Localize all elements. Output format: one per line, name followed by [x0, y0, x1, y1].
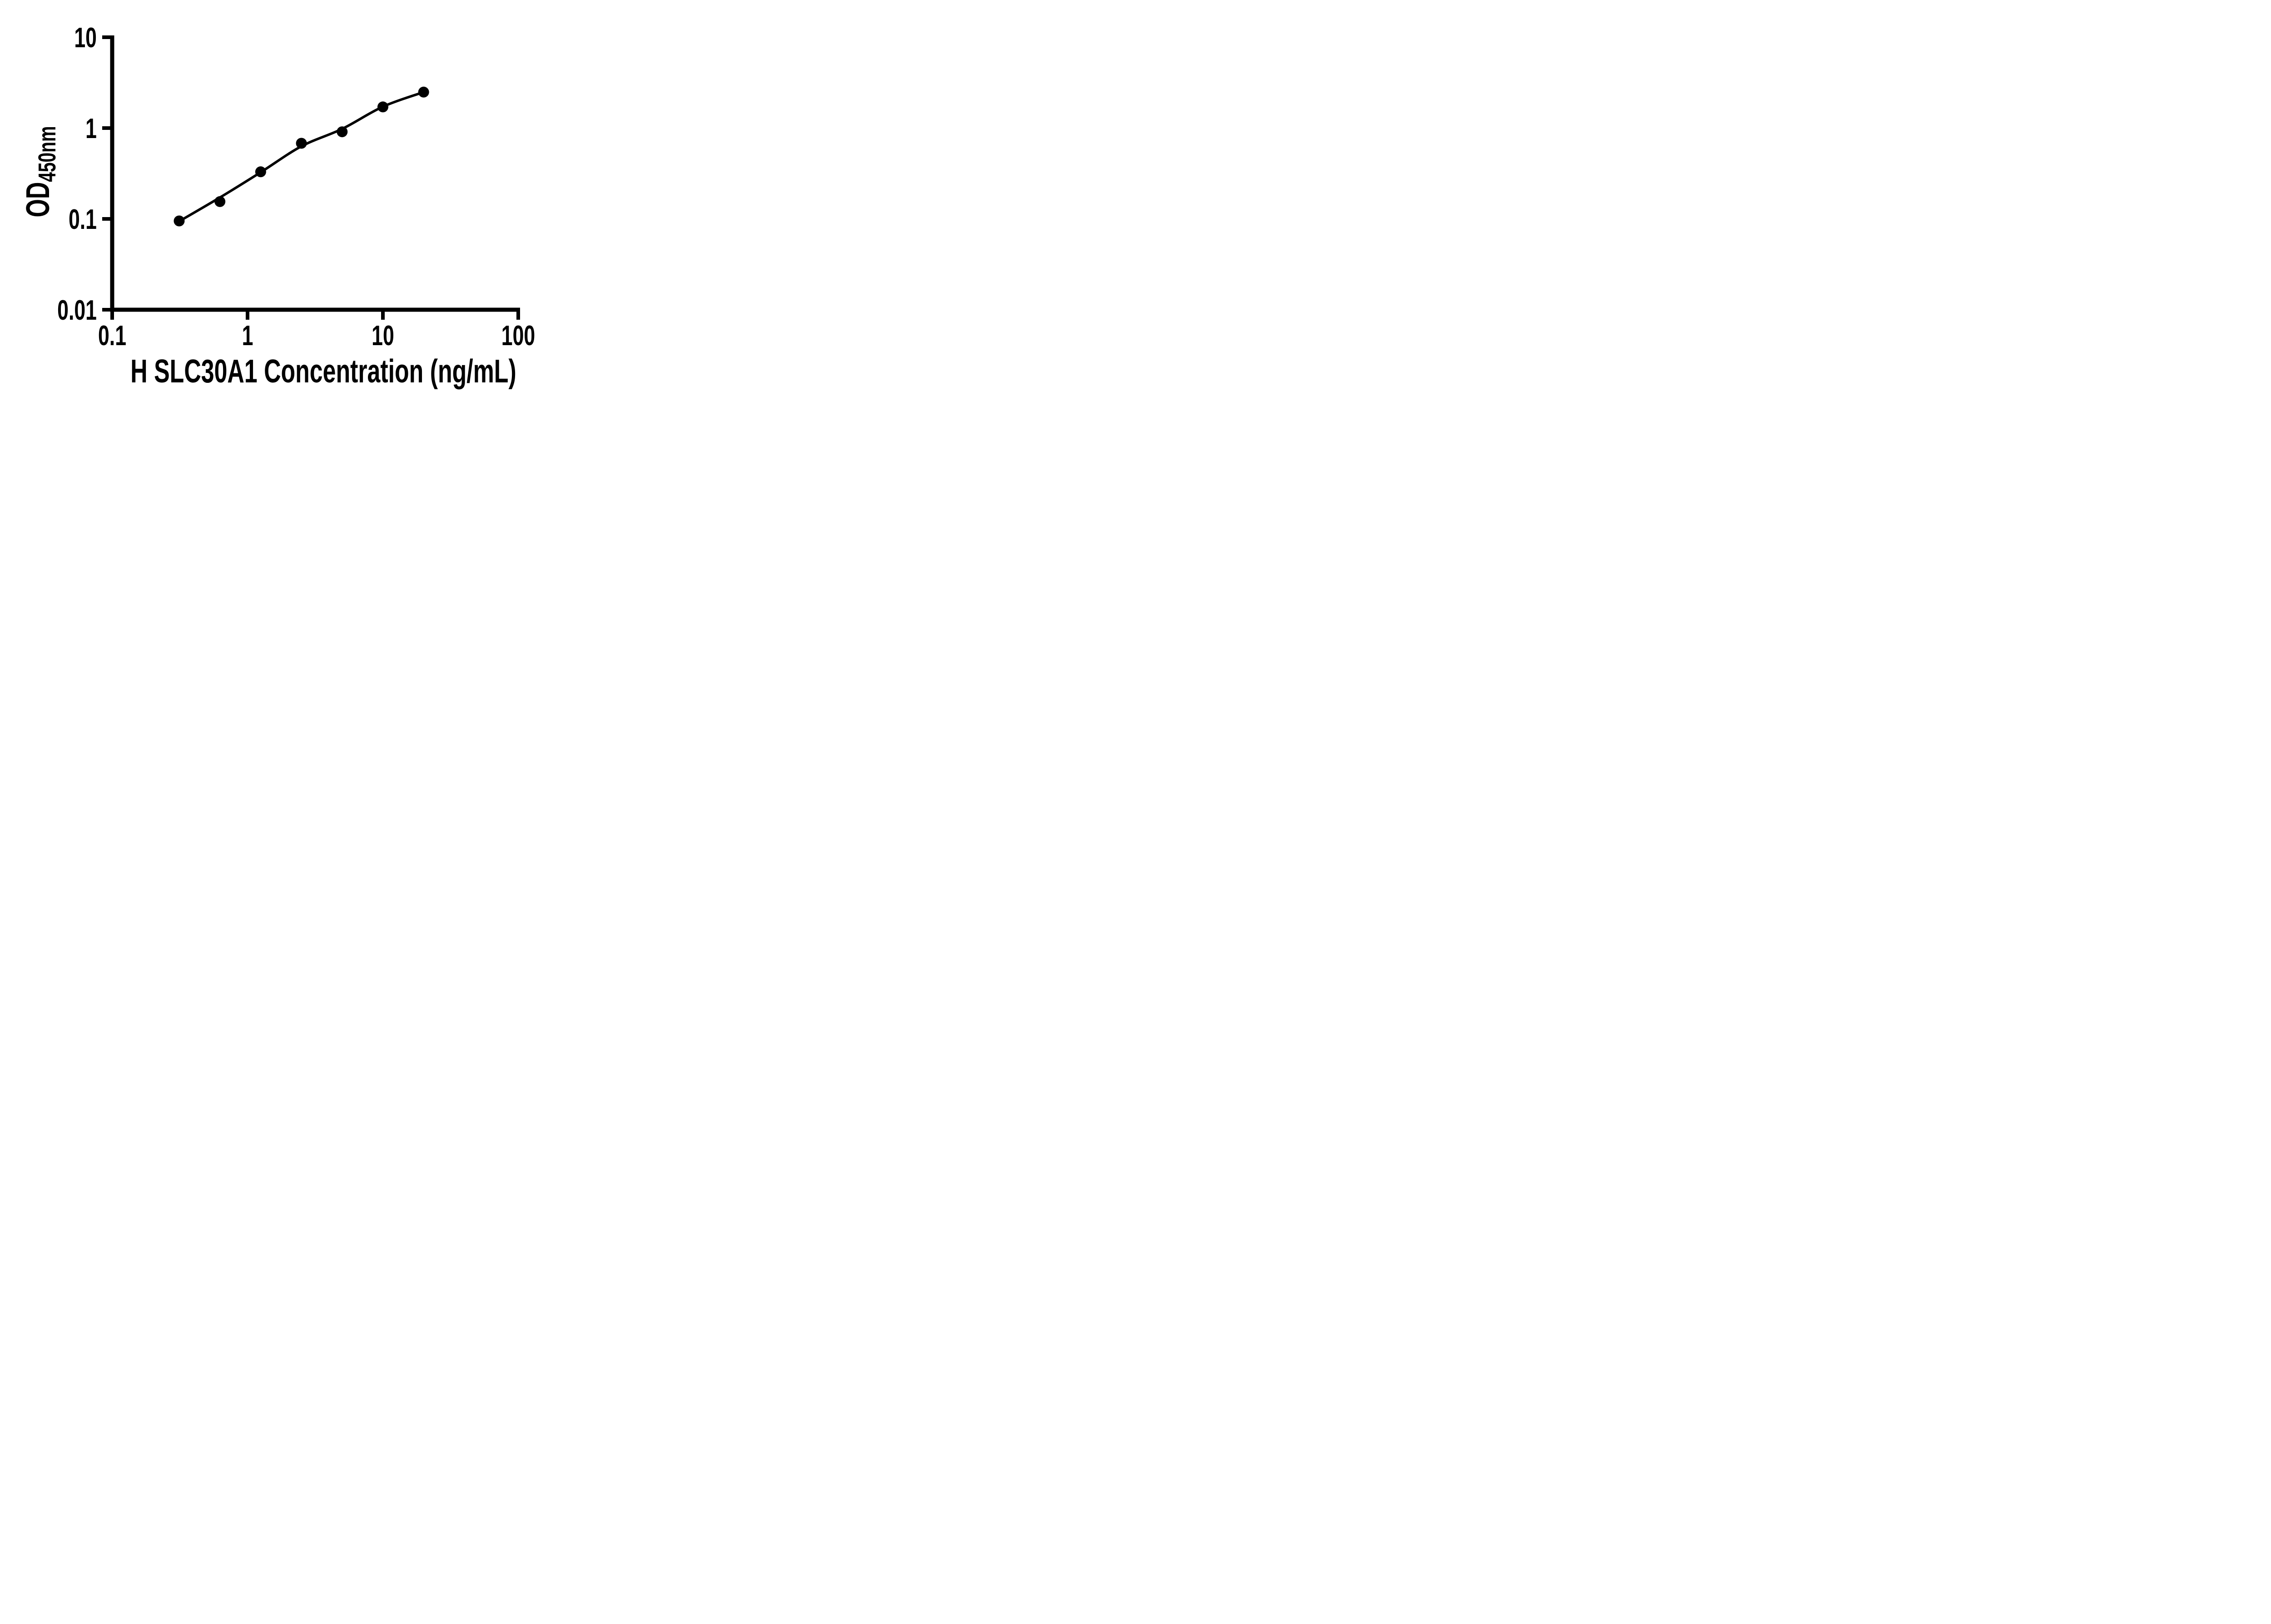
axis-lines	[110, 35, 520, 312]
y-axis-title: OD450nm	[20, 126, 61, 218]
y-tick-label: 0.01	[57, 295, 97, 326]
y-tick-label: 1	[85, 113, 97, 144]
data-point	[337, 126, 348, 138]
x-tick-label: 0.1	[98, 320, 126, 352]
y-tick-label: 10	[74, 22, 97, 54]
y-axis-title-subscript: 450nm	[33, 126, 61, 182]
data-point	[418, 86, 429, 98]
y-tick-label: 0.1	[69, 204, 97, 235]
elisa-standard-curve-figure: 0.1 1 10 100 10 1 0.1 0.01 H SLC30A1 Concentrat…	[0, 0, 581, 402]
data-point	[255, 166, 266, 178]
x-tick-label: 100	[501, 320, 535, 352]
data-point	[214, 196, 226, 207]
data-point	[174, 215, 185, 227]
x-axis-title: H SLC30A1 Concentration (ng/mL)	[130, 353, 516, 390]
data-point	[296, 138, 307, 149]
y-axis-title-main: OD	[20, 182, 56, 218]
data-point	[377, 101, 388, 113]
x-tick-label: 10	[372, 320, 394, 352]
x-tick-label: 1	[242, 320, 253, 352]
